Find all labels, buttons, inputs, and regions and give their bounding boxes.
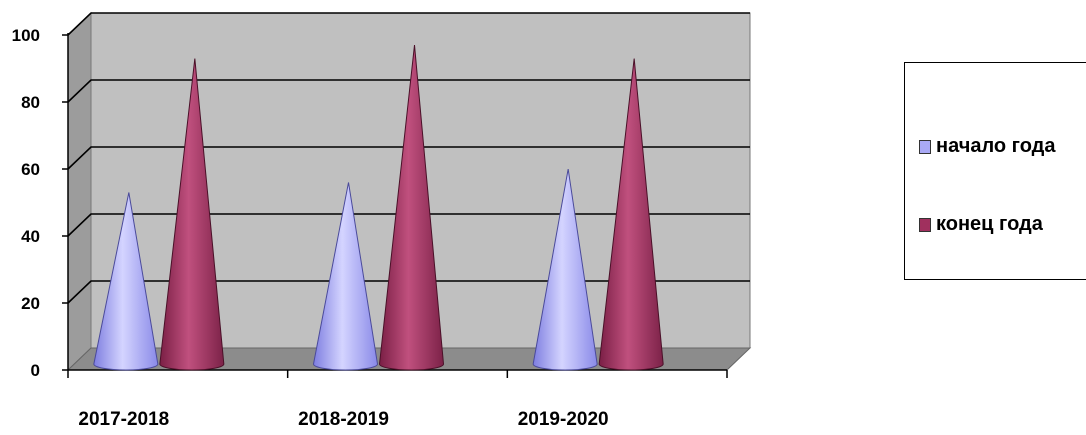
y-tick-label: 80 xyxy=(21,93,40,112)
y-axis-ticks: 0 20 40 60 80 100 xyxy=(12,26,68,380)
legend-swatch-series-2 xyxy=(919,217,931,232)
cone-start-2018-2019 xyxy=(312,182,379,371)
axes xyxy=(67,33,728,378)
cone-body xyxy=(378,45,445,371)
gridline xyxy=(67,12,750,36)
gridline xyxy=(67,79,750,103)
x-category-label: 2019-2020 xyxy=(518,409,609,430)
legend: начало года конец года xyxy=(904,62,1086,280)
x-axis-labels: 2017-2018 2018-2019 2019-2020 xyxy=(78,409,608,430)
legend-swatch-series-1 xyxy=(919,139,931,154)
x-category-label: 2017-2018 xyxy=(78,409,169,430)
y-tick-label: 0 xyxy=(31,361,40,380)
side-wall xyxy=(67,11,92,372)
cone-end-2017-2018 xyxy=(159,58,225,371)
cone-start-2017-2018 xyxy=(93,192,159,371)
cone-end-2018-2019 xyxy=(378,45,445,371)
cones xyxy=(93,45,664,371)
cone-body xyxy=(159,58,225,371)
gridlines xyxy=(67,12,750,304)
cone-start-2019-2020 xyxy=(532,168,598,371)
gridline xyxy=(67,280,750,304)
legend-label-series-2: конец года xyxy=(936,213,1043,235)
cone-end-2019-2020 xyxy=(598,58,664,371)
y-tick-label: 60 xyxy=(21,160,40,179)
gridline xyxy=(67,146,750,170)
cone-body xyxy=(532,168,598,371)
cone-body xyxy=(598,58,664,371)
y-tick-label: 100 xyxy=(12,26,40,45)
legend-item-series-2: конец года xyxy=(919,213,1043,236)
gridline xyxy=(67,213,750,237)
legend-item-series-1: начало года xyxy=(919,135,1056,158)
cone-body xyxy=(93,192,159,371)
y-tick-label: 20 xyxy=(21,294,40,313)
y-tick-label: 40 xyxy=(21,227,40,246)
cone-body xyxy=(312,182,379,371)
x-category-label: 2018-2019 xyxy=(298,409,389,430)
legend-label-series-1: начало года xyxy=(936,135,1056,157)
